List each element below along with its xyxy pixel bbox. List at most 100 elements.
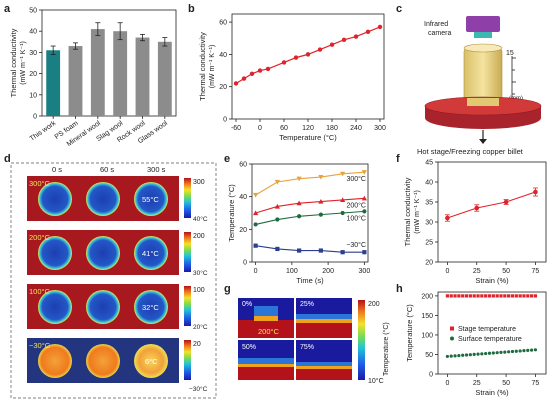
y-tick-label: 60: [219, 20, 227, 27]
data-point: [362, 209, 367, 214]
y-tick-label: 20: [239, 227, 247, 234]
strain-cbar-max: 200: [368, 301, 380, 308]
camera-body: [466, 16, 500, 32]
plot-frame: [437, 161, 547, 263]
data-point: [377, 24, 383, 30]
chart-b-conductivity-vs-temperature: 0 20 40 60 -60 0 60 120 180 240 300 Temperature (°C…: [198, 13, 386, 142]
data-point: [318, 212, 323, 217]
camera-label-1: Infrared: [424, 21, 448, 28]
y-tick-label: 35: [425, 200, 433, 207]
y-axis-label: Thermal conductivity: [198, 32, 207, 101]
row-temp-minus30: −30°C: [29, 341, 51, 350]
data-point: [491, 351, 495, 355]
data-point: [275, 246, 280, 252]
series-label: 100°C: [346, 214, 366, 222]
data-point: [233, 81, 239, 86]
data-point: [318, 174, 324, 180]
x-axis-label: Strain (%): [475, 388, 509, 397]
strain-cbar-min: 10°C: [368, 377, 384, 385]
x-tick-label: 25: [473, 380, 481, 387]
data-point: [274, 179, 280, 185]
cbar-max-200: 200: [193, 233, 205, 240]
data-point: [514, 349, 518, 353]
data-point: [499, 294, 503, 298]
data-point: [480, 352, 484, 356]
surface-temp-minus30: 6°C: [145, 357, 158, 366]
series-line: [255, 210, 365, 225]
cbar-max-300: 300: [193, 179, 205, 186]
stage-temp-label: 200°C: [258, 327, 280, 336]
y-tick-label: 0: [243, 260, 247, 267]
cbar-min-minus30: −30°C: [189, 385, 208, 393]
cbar-max-minus30: 20: [193, 341, 201, 348]
data-point: [361, 195, 367, 201]
chart-h-temperature-vs-strain: 0 50 100 150 200 0 25 50 75 Stage temperature Surf…: [405, 291, 547, 397]
x-tick-label: 240: [350, 125, 362, 132]
y-tick-label: 30: [425, 220, 433, 227]
data-point: [253, 243, 258, 248]
data-point: [503, 294, 507, 298]
y-tick-label: 40: [425, 180, 433, 187]
data-point: [445, 215, 450, 221]
strain-cbar-title: Temperature (°C): [382, 322, 390, 376]
data-point: [484, 294, 488, 298]
y-tick-label: 0: [223, 117, 227, 124]
data-point: [533, 294, 538, 298]
data-point: [518, 349, 522, 353]
legend-label: Stage temperature: [458, 326, 516, 333]
data-point: [293, 55, 299, 60]
bar: [90, 29, 105, 116]
grid-frame: [10, 162, 217, 399]
y-axis-label: Thermal conductivity: [403, 177, 412, 246]
data-point: [530, 348, 534, 352]
series-line: [447, 191, 536, 219]
plot-frame: [437, 291, 547, 375]
data-point: [507, 294, 511, 298]
data-point: [317, 47, 323, 52]
data-point: [445, 294, 449, 298]
y-tick-label: 30: [29, 50, 37, 57]
data-point: [468, 353, 472, 357]
data-point: [318, 198, 324, 204]
data-point: [507, 350, 511, 354]
data-point: [449, 354, 453, 358]
data-point: [510, 349, 515, 354]
category-label: This work: [29, 120, 58, 143]
y-tick-label: 20: [425, 260, 433, 267]
y-axis-unit: (mW m⁻¹ K⁻¹): [209, 45, 216, 89]
data-point: [461, 353, 465, 357]
y-axis-unit: (mW m⁻¹ K⁻¹): [20, 41, 27, 85]
data-point: [249, 71, 255, 76]
plot-frame: [251, 163, 369, 263]
data-point: [503, 199, 509, 205]
data-point: [253, 210, 259, 216]
data-point: [365, 29, 371, 34]
time-label-1: 60 s: [100, 165, 114, 174]
surface-temp-200: 41°C: [142, 249, 159, 258]
y-tick-label: 40: [29, 29, 37, 36]
data-point: [461, 294, 465, 298]
cbar-max-100: 100: [193, 287, 205, 294]
x-tick-label: 60: [280, 125, 288, 132]
data-point: [362, 250, 367, 255]
y-tick-label: 40: [219, 52, 227, 59]
y-tick-label: 25: [425, 240, 433, 247]
time-label-2: 300 s: [147, 165, 166, 174]
data-point: [491, 294, 495, 298]
strain-label-0: 0%: [242, 301, 252, 308]
data-point: [253, 192, 259, 198]
series-label: 200°C: [346, 201, 366, 209]
plot-frame: [41, 9, 177, 117]
data-point: [487, 294, 492, 298]
time-label-0: 0 s: [52, 165, 62, 174]
data-point: [474, 205, 480, 211]
data-point: [472, 352, 476, 357]
data-point: [453, 354, 457, 358]
row-temp-100: 100°C: [29, 287, 51, 296]
data-point: [510, 294, 515, 298]
data-point: [340, 250, 345, 255]
stage-label: Hot stage/Freezing copper billet: [417, 147, 524, 156]
data-point: [530, 294, 534, 298]
bar: [135, 37, 150, 117]
data-point: [340, 210, 345, 216]
